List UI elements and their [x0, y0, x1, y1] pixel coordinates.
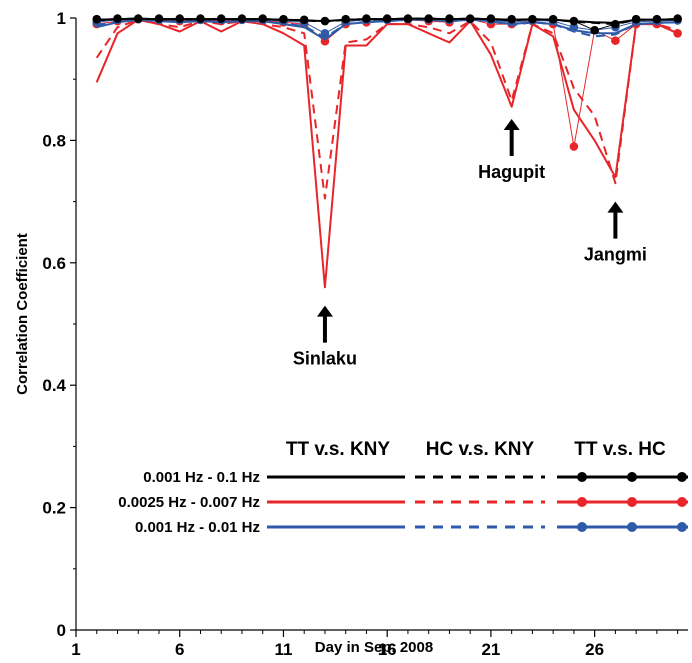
series-point-black [465, 14, 475, 23]
legend-swatch-marker [627, 472, 637, 482]
series-point-black [362, 14, 371, 23]
series-point-black [507, 14, 516, 24]
series-line-red-solid-markers [96, 18, 678, 147]
series-point-black [611, 19, 620, 29]
series-point-black [382, 14, 392, 23]
legend-swatch-marker [627, 497, 637, 507]
y-tick-label: 0 [57, 621, 66, 640]
legend-swatch-marker [677, 497, 687, 507]
y-tick-label: 0.4 [42, 376, 66, 395]
series-point-black [403, 14, 413, 23]
legend-column-header: HC v.s. KNY [426, 439, 535, 460]
series-point-blue [569, 22, 579, 32]
series-point-black [548, 14, 558, 24]
series-point-red [673, 29, 682, 38]
annotation-label-2: Jangmi [584, 245, 647, 265]
y-axis-title: Correlation Coefficient [14, 233, 31, 395]
x-tick-label: 1 [71, 640, 80, 658]
y-tick-label: 1 [57, 9, 66, 28]
series-point-black [113, 14, 122, 23]
x-tick-label: 11 [274, 640, 292, 658]
series-point-black [652, 14, 662, 24]
series-layer [92, 14, 682, 289]
annotation-arrowhead [607, 201, 624, 213]
y-tick-label: 0.8 [42, 131, 66, 150]
x-tick-label: 21 [481, 640, 500, 658]
x-axis-title: Day in Sep. 2008 [315, 639, 433, 656]
series-point-black [445, 14, 454, 23]
y-tick-label: 0.2 [42, 499, 66, 518]
series-point-black [631, 14, 641, 24]
series-point-black [673, 14, 682, 23]
annotation-label-0: Sinlaku [293, 349, 357, 369]
series-point-black [341, 14, 350, 24]
x-tick-label: 6 [175, 640, 184, 658]
legend-swatch-marker [627, 522, 637, 532]
legend-swatch-marker [577, 522, 587, 532]
series-point-black [237, 14, 247, 23]
annotation-arrowhead [316, 305, 333, 317]
y-tick-label: 0.6 [42, 254, 66, 273]
legend-swatch-marker [577, 497, 587, 507]
series-point-black [258, 14, 268, 23]
series-point-black [279, 14, 288, 24]
series-point-red [569, 142, 579, 151]
legend-row-label: 0.001 Hz - 0.01 Hz [135, 519, 260, 536]
annotations: Sinlaku Hagupit Jangmi [293, 118, 647, 369]
series-point-black [133, 14, 143, 23]
series-point-black [175, 14, 185, 23]
series-point-black [299, 15, 309, 25]
series-line-red-dashed [95, 18, 678, 200]
series-point-black [92, 14, 102, 24]
series-point-black [528, 14, 537, 24]
series-point-black [569, 16, 579, 26]
legend-column-header: TT v.s. HC [574, 439, 666, 460]
legend-row-label: 0.001 Hz - 0.1 Hz [143, 469, 260, 486]
series-point-black [216, 14, 226, 23]
x-tick-label: 16 [378, 640, 397, 658]
x-tick-label: 26 [585, 640, 604, 658]
series-point-black [590, 25, 599, 35]
series-point-black [486, 14, 496, 23]
legend-swatch-marker [677, 472, 687, 482]
annotation-label-1: Hagupit [478, 162, 545, 182]
legend-swatch-marker [677, 522, 687, 532]
series-point-black [196, 14, 205, 23]
series-point-blue [320, 29, 330, 38]
series-point-black [154, 14, 164, 23]
series-point-red [611, 36, 620, 45]
legend-row-label: 0.0025 Hz - 0.007 Hz [118, 494, 260, 511]
series-point-black [320, 16, 330, 26]
legend-swatch-marker [577, 472, 587, 482]
legend-column-header: TT v.s. KNY [286, 439, 390, 460]
legend: TT v.s. KNY HC v.s. KNY TT v.s. HC 0.001 Hz… [118, 439, 688, 536]
annotation-arrowhead [503, 118, 520, 130]
series-point-black [424, 14, 433, 23]
series-line-blue-dashed [96, 18, 678, 39]
